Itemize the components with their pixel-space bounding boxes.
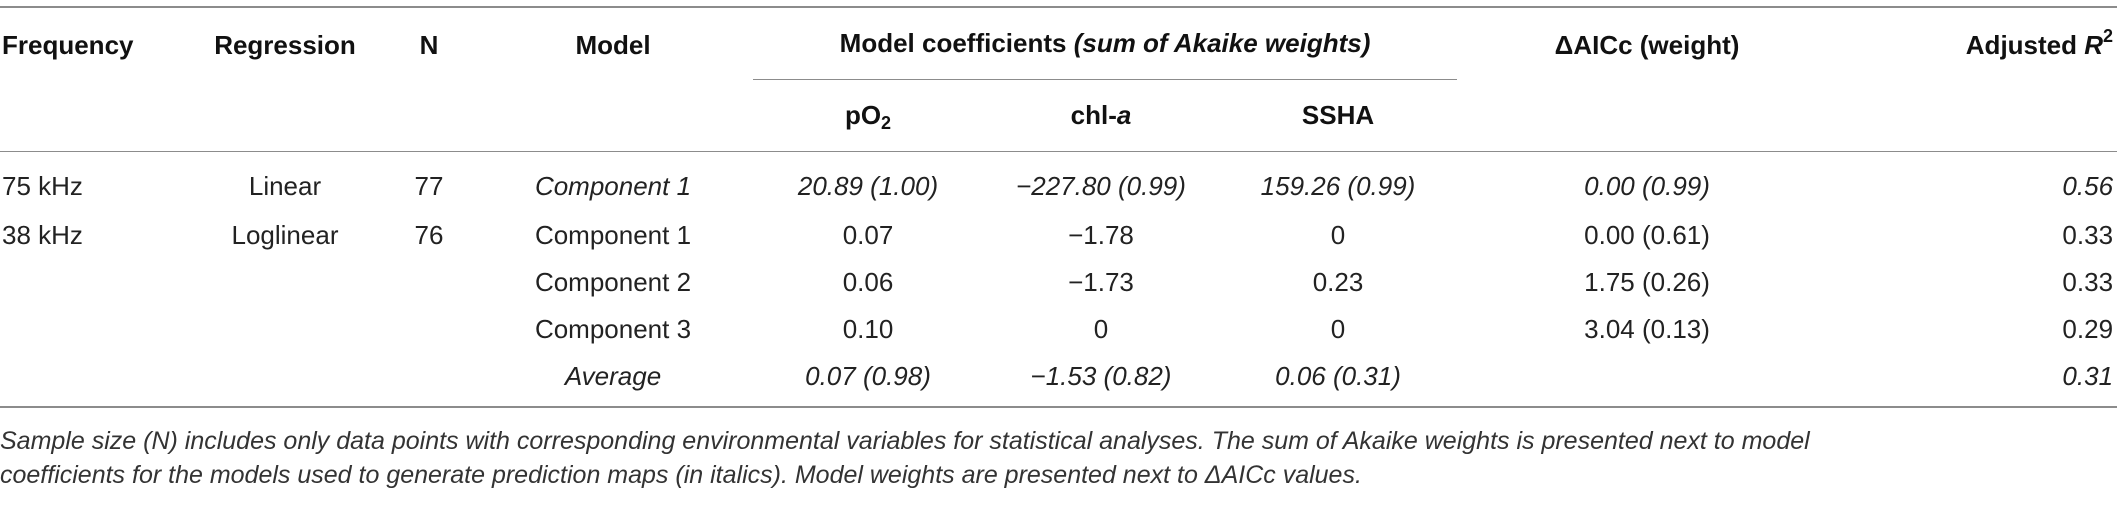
- table-row: Component 3 0.10 0 0 3.04 (0.13) 0.29: [0, 306, 2117, 353]
- cell-ssha: 0: [1330, 219, 1346, 250]
- cell-chla: −1.78: [1068, 219, 1134, 250]
- cell-frequency: [0, 352, 185, 408]
- cell-model: Average: [473, 352, 753, 408]
- table-row: Average 0.07 (0.98) −1.53 (0.82) 0.06 (0…: [0, 352, 2117, 408]
- cell-ssha: 159.26 (0.99): [1260, 171, 1416, 201]
- cell-delta-aicc: 1.75 (0.26): [1584, 266, 1710, 297]
- cell-model: Component 1: [534, 171, 692, 201]
- cell-n: 77: [414, 171, 444, 201]
- cell-adjusted-r2: 0.56: [2062, 171, 2114, 201]
- cell-chla: 0: [1093, 313, 1109, 344]
- cell-model: Component 1: [534, 219, 692, 250]
- col-header-chla: chl-a: [983, 79, 1219, 152]
- col-header-po2: pO2: [753, 79, 983, 152]
- cell-adjusted-r2: 0.33: [2062, 219, 2114, 250]
- cell-po2: 0.06: [842, 266, 894, 297]
- cell-frequency: [0, 306, 185, 353]
- cell-regression: [185, 352, 385, 408]
- cell-n: [385, 259, 473, 306]
- cell-ssha: 0.23: [1312, 266, 1364, 297]
- cell-delta-aicc: [1457, 352, 1838, 408]
- cell-ssha: 0: [1330, 313, 1346, 344]
- cell-delta-aicc: 0.00 (0.61): [1584, 219, 1710, 250]
- coef-group-label: Model coefficients: [839, 27, 1074, 58]
- cell-adjusted-r2: 0.31: [1837, 352, 2117, 408]
- header-row-2: pO2 chl-a SSHA: [0, 79, 2117, 152]
- coef-group-sublabel: (sum of Akaike weights): [1073, 27, 1371, 58]
- cell-regression: Linear: [248, 171, 322, 201]
- cell-ssha: 0.06 (0.31): [1219, 352, 1458, 408]
- cell-chla: −1.53 (0.82): [983, 352, 1219, 408]
- col-header-adjusted-r2: Adjusted R2: [1837, 6, 2117, 152]
- col-header-delta-aicc: ΔAICc (weight): [1457, 6, 1838, 152]
- cell-model: Component 2: [534, 266, 692, 297]
- cell-adjusted-r2: 0.33: [2062, 266, 2114, 297]
- model-coefficients-table: Frequency Regression N Model Model coeff…: [0, 6, 2117, 408]
- cell-frequency: [0, 259, 185, 306]
- table-row: Component 2 0.06 −1.73 0.23 1.75 (0.26) …: [0, 259, 2117, 306]
- col-header-model: Model: [473, 6, 753, 152]
- cell-po2: 20.89 (1.00): [797, 171, 939, 201]
- cell-n: [385, 306, 473, 353]
- col-header-n: N: [385, 6, 473, 152]
- col-header-frequency: Frequency: [0, 6, 185, 152]
- cell-model: Component 3: [534, 313, 692, 344]
- cell-chla: −227.80 (0.99): [1016, 171, 1186, 201]
- cell-delta-aicc: 0.00 (0.99): [1584, 171, 1710, 201]
- cell-po2: 0.07 (0.98): [753, 352, 983, 408]
- col-header-ssha: SSHA: [1219, 79, 1458, 152]
- cell-n: [385, 352, 473, 408]
- cell-regression: [185, 306, 385, 353]
- cell-chla: −1.73: [1068, 266, 1134, 297]
- footnote-line: Sample size (N) includes only data point…: [0, 427, 1810, 455]
- cell-regression: [185, 259, 385, 306]
- cell-n: 76: [414, 219, 444, 250]
- cell-frequency: 75 kHz: [2, 171, 83, 201]
- cell-po2: 0.07: [842, 219, 894, 250]
- cell-adjusted-r2: 0.29: [2062, 313, 2114, 344]
- table-row: 38 kHz Loglinear 76 Component 1 0.07 −1.…: [0, 212, 2117, 259]
- footnote-line: coefficients for the models used to gene…: [0, 461, 1362, 489]
- cell-delta-aicc: 3.04 (0.13): [1584, 313, 1710, 344]
- col-header-model-coefficients: Model coefficients (sum of Akaike weight…: [753, 6, 1458, 80]
- table-row: 75 kHz Linear 77 Component 1 20.89 (1.00…: [0, 151, 2117, 212]
- cell-po2: 0.10: [842, 313, 894, 344]
- cell-regression: Loglinear: [231, 219, 339, 250]
- table-footnote: Sample size (N) includes only data point…: [0, 424, 2110, 492]
- col-header-regression: Regression: [185, 6, 385, 152]
- header-row-1: Frequency Regression N Model Model coeff…: [0, 6, 2117, 152]
- cell-frequency: 38 kHz: [2, 219, 83, 250]
